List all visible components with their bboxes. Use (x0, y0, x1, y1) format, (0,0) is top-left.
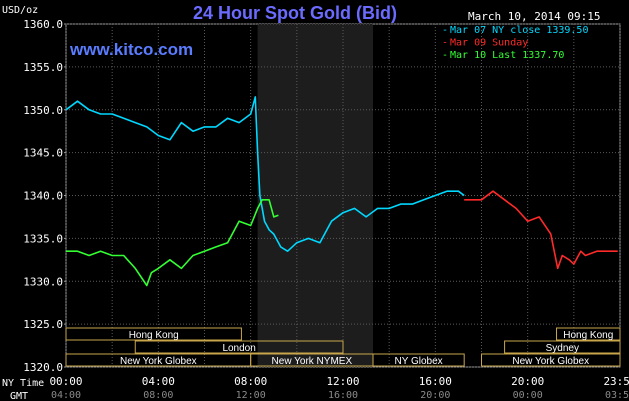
session-label: London (222, 343, 255, 354)
session-box (481, 353, 621, 367)
x-tick-label-ny: 08:00 (234, 375, 267, 388)
legend-entry-3: Mar 10 Last 1337.70 (450, 50, 564, 61)
legend-marker: - (442, 50, 448, 61)
y-tick-label: 1325.0 (23, 318, 63, 331)
session-box (372, 353, 465, 367)
x-tick-label-ny: 23:59 (603, 375, 629, 388)
legend-marker: - (442, 38, 448, 49)
legend-entry-2: Mar 09 Sunday (450, 38, 528, 49)
x-tick-label-ny: 12:00 (326, 375, 359, 388)
ny-time-label: NY Time (2, 378, 44, 389)
trading-sessions: Hong Kong London New York Globex New York N… (65, 327, 621, 367)
series-line-1 (65, 96, 465, 252)
session-label: Sydney (546, 343, 579, 354)
y-axis-unit: USD/oz (2, 5, 38, 16)
x-tick-label-ny: 16:00 (419, 375, 452, 388)
y-tick-label: 1355.0 (23, 61, 63, 74)
session-label: NY Globex (395, 356, 443, 367)
chart-title: 24 Hour Spot Gold (Bid) (193, 3, 397, 23)
timestamp: March 10, 2014 09:15 (468, 10, 600, 23)
session-box (65, 327, 242, 341)
y-tick-label: 1350.0 (23, 104, 63, 117)
x-tick-label-gmt: 00:00 (513, 390, 543, 401)
legend: - Mar 07 NY close 1339.50- Mar 09 Sunday- M… (442, 25, 588, 61)
legend-entry-1: Mar 07 NY close 1339.50 (450, 25, 588, 36)
session-label: Hong Kong (129, 330, 179, 341)
y-tick-label: 1320.0 (23, 361, 63, 374)
y-tick-label: 1345.0 (23, 147, 63, 160)
x-tick-label-ny: 00:00 (49, 375, 82, 388)
price-series (65, 96, 618, 287)
x-tick-label-gmt: 04:00 (51, 390, 81, 401)
session-box (134, 340, 344, 354)
x-tick-label-gmt: 20:00 (420, 390, 450, 401)
series-line-3 (66, 199, 279, 287)
x-tick-label-gmt: 16:00 (328, 390, 358, 401)
session-box (556, 327, 621, 341)
legend-marker: - (442, 25, 448, 36)
x-tick-label-gmt: 03:59 (605, 390, 629, 401)
session-label: Hong Kong (563, 330, 613, 341)
y-tick-label: 1340.0 (23, 190, 63, 203)
y-tick-label: 1360.0 (23, 18, 63, 31)
session-label: New York NYMEX (272, 356, 353, 367)
x-tick-label-ny: 20:00 (511, 375, 544, 388)
session-label: New York Globex (120, 356, 197, 367)
x-tick-label-gmt: 08:00 (143, 390, 173, 401)
series-line-2 (464, 190, 618, 270)
session-label: New York Globex (512, 356, 589, 367)
y-tick-label: 1335.0 (23, 232, 63, 245)
x-tick-label-gmt: 12:00 (236, 390, 266, 401)
y-tick-label: 1330.0 (23, 275, 63, 288)
brand-text[interactable]: www.kitco.com (69, 40, 193, 59)
gmt-label: GMT (10, 391, 28, 401)
session-box (504, 340, 621, 354)
x-tick-label-ny: 04:00 (142, 375, 175, 388)
axes: 1360.0 1355.0 1350.0 1345.0 1340.0 1335.0 1330… (23, 18, 629, 401)
